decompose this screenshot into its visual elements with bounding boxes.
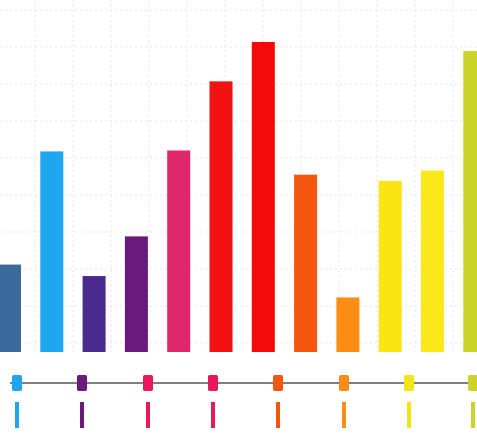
timeline-tick [276,402,280,428]
bar [421,170,444,352]
bar [124,236,148,352]
bar [167,150,191,352]
timeline [10,375,477,428]
timeline-tick [211,402,215,428]
timeline-marker [208,375,218,391]
timeline-marker [143,375,153,391]
bar [336,297,360,352]
timeline-tick [80,402,84,428]
bar [251,42,275,352]
timeline-marker [12,375,22,391]
bar [294,174,318,352]
bar [40,151,64,352]
bar [209,81,233,353]
grid [0,0,477,352]
timeline-marker [404,375,414,391]
timeline-tick [471,402,475,428]
bars-group [0,42,477,353]
timeline-marker [77,375,87,391]
bar [463,50,477,353]
bar [0,264,21,352]
timeline-marker [468,375,477,391]
timeline-marker [273,375,283,391]
timeline-tick [15,402,19,428]
timeline-tick [342,402,346,428]
timeline-marker [339,375,349,391]
bar [82,276,106,352]
bar [378,180,402,352]
timeline-tick [407,402,411,428]
timeline-tick [146,402,150,428]
